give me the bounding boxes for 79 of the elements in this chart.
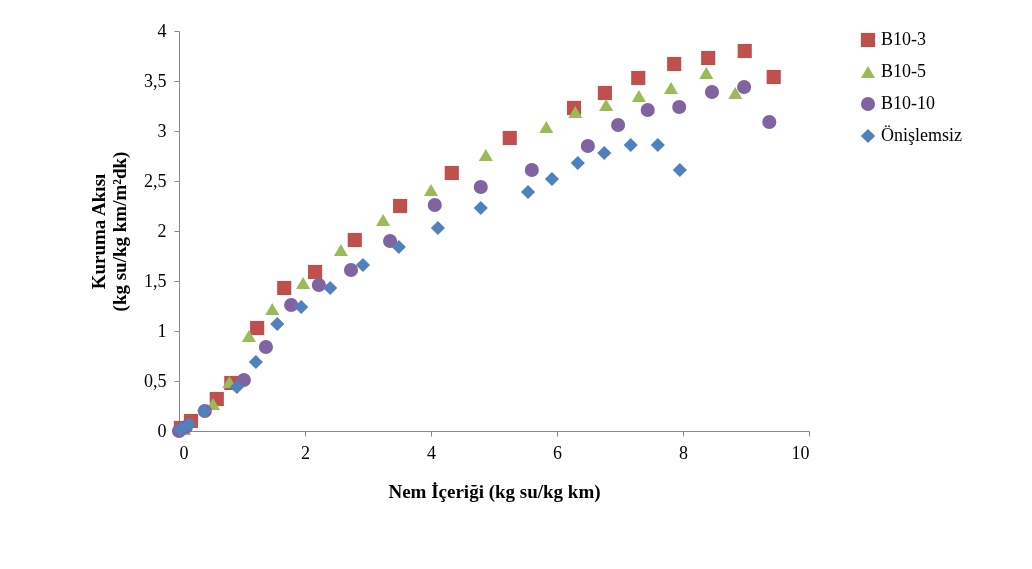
point	[393, 198, 408, 214]
point	[728, 86, 743, 100]
x-tick-label: 6	[553, 442, 562, 463]
point	[631, 89, 646, 103]
point	[699, 66, 714, 80]
point	[473, 179, 488, 195]
point	[631, 70, 646, 86]
point	[737, 43, 752, 59]
point	[580, 138, 595, 154]
point	[539, 120, 554, 134]
point	[423, 183, 439, 197]
point	[663, 81, 679, 95]
point	[544, 171, 560, 187]
point	[672, 162, 687, 178]
point	[241, 329, 256, 343]
point	[248, 354, 263, 370]
point	[258, 339, 274, 355]
point	[308, 264, 323, 280]
y-tick-label: 2,5	[144, 170, 167, 191]
point	[265, 302, 280, 316]
point	[704, 84, 720, 100]
point	[391, 239, 406, 255]
point	[355, 257, 371, 273]
y-tick-label: 1,5	[144, 270, 167, 291]
x-axis-title: Nem İçeriği (kg su/kg km)	[388, 480, 601, 503]
legend-label: Önişlemsiz	[881, 125, 962, 145]
point	[473, 200, 488, 216]
point	[524, 162, 539, 178]
point	[623, 137, 638, 153]
point	[427, 197, 442, 213]
point	[611, 117, 626, 133]
point	[568, 105, 583, 119]
point	[376, 213, 391, 227]
point	[597, 85, 612, 101]
point	[347, 232, 362, 248]
point	[382, 233, 398, 249]
point	[343, 262, 359, 278]
y-tick-label: 4	[157, 20, 167, 41]
legend-label: B10-3	[881, 29, 926, 49]
point	[296, 276, 311, 290]
x-tick-label: 10	[791, 442, 810, 463]
x-tick-label: 0	[179, 442, 189, 463]
point	[599, 98, 614, 112]
point	[444, 165, 459, 181]
y-tick-label: 1	[157, 320, 167, 341]
point	[430, 220, 445, 236]
point	[701, 50, 716, 66]
y-tick-label: 3	[157, 120, 167, 141]
point	[766, 69, 781, 85]
x-tick-label: 2	[301, 442, 310, 463]
point	[270, 316, 285, 332]
point	[229, 379, 245, 395]
point	[667, 56, 682, 72]
point	[294, 299, 309, 315]
point	[737, 79, 752, 95]
point	[284, 297, 299, 313]
point	[478, 148, 493, 162]
y-tick-label: 0,5	[144, 370, 167, 391]
point	[650, 137, 665, 153]
y-axis-title: Kuruma Akısı (kg su/kg km/m²dk)	[88, 151, 131, 312]
y-tick-label: 0	[157, 420, 167, 441]
point	[250, 320, 265, 336]
point	[277, 280, 292, 296]
legend-label: B10-5	[881, 61, 926, 81]
point	[597, 145, 612, 161]
y-tick-label: 2	[157, 220, 167, 241]
point	[502, 130, 517, 146]
point	[762, 114, 777, 130]
x-tick-label: 4	[427, 442, 436, 463]
point	[640, 102, 655, 118]
point	[311, 277, 326, 293]
legend-label: B10-10	[881, 93, 935, 113]
point	[333, 243, 348, 257]
point	[520, 184, 536, 200]
point	[672, 99, 687, 115]
y-tick-label: 3,5	[144, 70, 167, 91]
point	[323, 280, 338, 296]
point	[570, 155, 585, 171]
x-tick-label: 8	[679, 442, 688, 463]
